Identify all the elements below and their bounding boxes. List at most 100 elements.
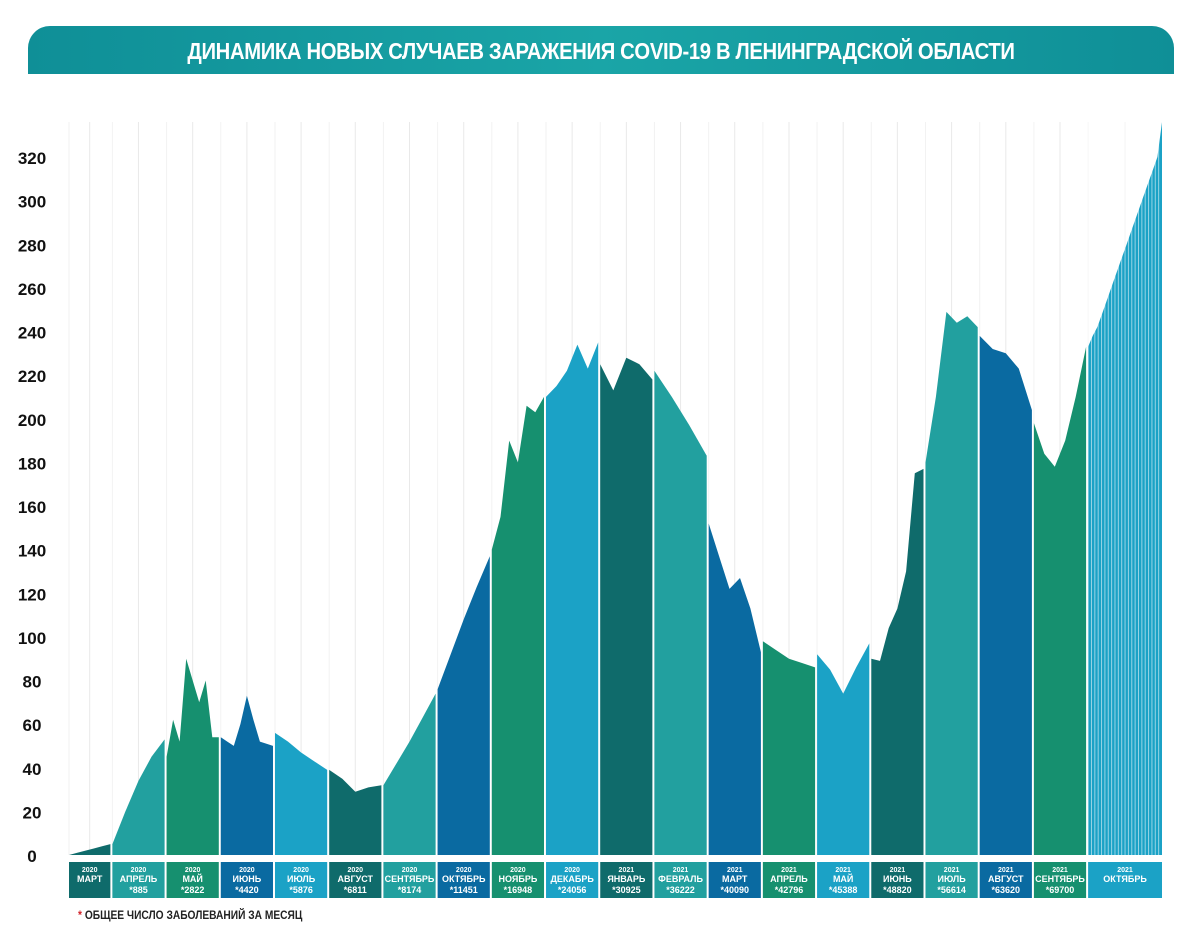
month-year-label: 2021 <box>727 867 743 874</box>
month-label-box <box>491 862 545 898</box>
area-month-1 <box>69 844 111 855</box>
y-tick-label: 180 <box>18 454 46 473</box>
month-year-label: 2020 <box>185 867 201 874</box>
area-month-13 <box>708 523 761 855</box>
month-year-label: 2020 <box>348 867 364 874</box>
month-year-label: 2021 <box>890 867 906 874</box>
month-total-label: *885 <box>129 885 148 895</box>
month-name-label: АПРЕЛЬ <box>120 874 158 884</box>
y-tick-label: 260 <box>18 280 46 299</box>
month-label-box <box>600 862 653 898</box>
month-name-label: ДЕКАБРЬ <box>550 874 594 884</box>
month-name-label: ИЮНЬ <box>883 874 912 884</box>
area-month-5 <box>275 732 328 855</box>
month-total-label: *42796 <box>775 885 804 895</box>
month-name-label: ОКТЯБРЬ <box>442 874 486 884</box>
y-tick-label: 60 <box>23 716 42 735</box>
month-label-box <box>708 862 761 898</box>
month-total-label: *56614 <box>937 885 966 895</box>
month-year-label: 2020 <box>239 867 255 874</box>
month-total-label: *4420 <box>235 885 259 895</box>
month-name-label: МАЙ <box>833 873 853 884</box>
month-year-label: 2020 <box>82 867 98 874</box>
area-month-12 <box>654 370 707 855</box>
month-label-box <box>274 862 328 898</box>
y-tick-label: 140 <box>18 542 46 561</box>
title-banner <box>28 26 1174 74</box>
month-total-label: *16948 <box>504 885 533 895</box>
area-month-2 <box>112 739 165 855</box>
month-name-label: АВГУСТ <box>338 874 374 884</box>
y-tick-label: 20 <box>23 803 42 822</box>
area-month-7 <box>383 693 436 855</box>
month-name-label: ФЕВРАЛЬ <box>658 874 703 884</box>
month-total-label: *5876 <box>289 885 313 895</box>
month-label-box <box>112 862 165 898</box>
footnote: * ОБЩЕЕ ЧИСЛО ЗАБОЛЕВАНИЙ ЗА МЕСЯЦ <box>78 908 302 922</box>
month-name-label: ИЮЛЬ <box>937 874 966 884</box>
y-tick-label: 300 <box>18 193 46 212</box>
area-month-18 <box>979 335 1032 855</box>
month-total-label: *11451 <box>450 885 478 895</box>
y-tick-label: 160 <box>18 498 46 517</box>
month-label-box <box>654 862 707 898</box>
month-total-label: *8174 <box>398 885 422 895</box>
month-label-box <box>69 862 111 898</box>
month-total-label: *48820 <box>883 885 912 895</box>
y-tick-label: 320 <box>18 149 46 168</box>
chart-title: ДИНАМИКА НОВЫХ СЛУЧАЕВ ЗАРАЖЕНИЯ COVID-1… <box>187 38 1015 64</box>
month-total-label: *30925 <box>612 885 641 895</box>
month-total-label: *24056 <box>558 885 587 895</box>
month-name-label: МАРТ <box>722 874 748 884</box>
area-series <box>69 122 1162 856</box>
y-tick-label: 40 <box>23 760 42 779</box>
month-total-label: *40090 <box>720 885 749 895</box>
month-name-label: АВГУСТ <box>988 874 1024 884</box>
month-total-label: *2822 <box>181 885 205 895</box>
month-year-label: 2020 <box>456 867 472 874</box>
y-tick-label: 100 <box>18 629 46 648</box>
month-name-label: ОКТЯБРЬ <box>1103 874 1147 884</box>
month-year-label: 2021 <box>673 867 689 874</box>
month-name-label: ИЮНЬ <box>233 874 262 884</box>
area-month-4 <box>220 695 273 855</box>
area-month-10 <box>546 342 599 855</box>
month-name-label: ИЮЛЬ <box>287 874 316 884</box>
month-name-label: АПРЕЛЬ <box>770 874 808 884</box>
footnote-star: * <box>78 908 82 922</box>
month-total-label: *69700 <box>1046 885 1075 895</box>
month-year-label: 2020 <box>293 867 309 874</box>
area-month-8 <box>437 556 490 855</box>
month-total-label: *63620 <box>992 885 1021 895</box>
month-year-label: 2021 <box>1052 867 1068 874</box>
y-tick-label: 240 <box>18 324 46 343</box>
month-label-box <box>166 862 219 898</box>
y-axis: 0 20 40 60 80 100 120 140 160 180 200 220 240 260 280 3… <box>18 149 46 866</box>
area-month-19 <box>1033 346 1087 855</box>
area-month-15 <box>817 643 870 855</box>
y-tick-label: 200 <box>18 411 46 430</box>
y-tick-label: 120 <box>18 585 46 604</box>
month-label-box <box>979 862 1032 898</box>
month-name-label: МАРТ <box>77 874 103 884</box>
month-year-label: 2021 <box>619 867 635 874</box>
month-year-label: 2021 <box>944 867 960 874</box>
month-name-label: СЕНТЯБРЬ <box>1035 874 1085 884</box>
month-year-label: 2021 <box>835 867 851 874</box>
month-label-box <box>546 862 599 898</box>
month-year-label: 2021 <box>781 867 797 874</box>
month-labels: 2020МАРТ2020АПРЕЛЬ*8852020МАЙ*28222020ИЮ… <box>69 862 1162 898</box>
month-year-label: 2021 <box>1117 867 1133 874</box>
area-month-14 <box>762 641 816 855</box>
month-year-label: 2020 <box>510 867 526 874</box>
area-month-3 <box>166 658 219 855</box>
y-tick-label: 280 <box>18 236 46 255</box>
month-label-box <box>871 862 924 898</box>
month-name-label: ЯНВАРЬ <box>607 874 646 884</box>
month-total-label: *36222 <box>666 885 695 895</box>
y-tick-label: 80 <box>23 673 42 692</box>
month-label-box <box>762 862 816 898</box>
month-label-box <box>329 862 382 898</box>
month-label-box <box>1033 862 1087 898</box>
